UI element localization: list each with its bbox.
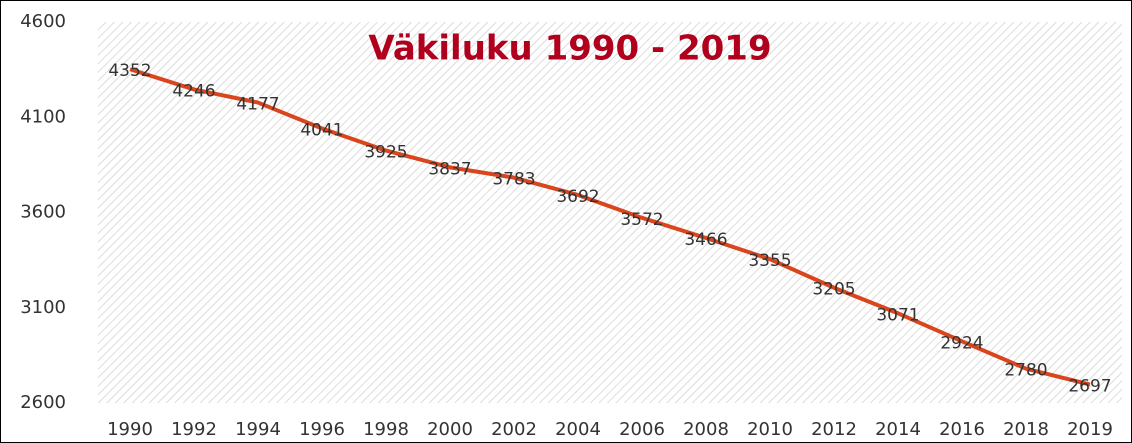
x-tick-label: 1992 xyxy=(171,419,217,440)
x-tick-label: 1994 xyxy=(235,419,281,440)
y-tick-label: 3600 xyxy=(20,202,66,223)
x-tick-label: 2008 xyxy=(683,419,729,440)
y-tick-label: 4100 xyxy=(20,106,66,127)
data-label: 3572 xyxy=(620,210,663,230)
data-label: 3071 xyxy=(876,305,919,325)
data-label: 3837 xyxy=(428,159,471,179)
x-tick-label: 1998 xyxy=(363,419,409,440)
data-label: 3466 xyxy=(684,230,727,250)
x-tick-label: 2019 xyxy=(1067,419,1113,440)
y-tick-label: 3100 xyxy=(20,297,66,318)
y-tick-label: 4600 xyxy=(20,11,66,32)
x-tick-label: 1996 xyxy=(299,419,345,440)
x-tick-label: 2004 xyxy=(555,419,601,440)
x-tick-label: 2006 xyxy=(619,419,665,440)
x-tick-label: 2000 xyxy=(427,419,473,440)
data-label: 3692 xyxy=(556,187,599,207)
data-label: 4352 xyxy=(108,61,151,81)
data-label: 4246 xyxy=(172,81,215,101)
data-label: 4177 xyxy=(236,95,279,115)
data-label: 2697 xyxy=(1068,377,1111,397)
x-tick-label: 2016 xyxy=(939,419,985,440)
data-label: 2924 xyxy=(940,333,983,353)
plot-area xyxy=(98,22,1122,403)
data-label: 3355 xyxy=(748,251,791,271)
data-label: 4041 xyxy=(300,120,343,140)
x-tick-label: 1990 xyxy=(107,419,153,440)
data-label: 3783 xyxy=(492,170,535,190)
y-tick-label: 2600 xyxy=(20,392,66,413)
data-label: 3925 xyxy=(364,143,407,163)
data-label: 3205 xyxy=(812,280,855,300)
x-tick-label: 2002 xyxy=(491,419,537,440)
line xyxy=(129,67,1091,387)
x-tick-label: 2010 xyxy=(747,419,793,440)
data-label: 2780 xyxy=(1004,361,1047,381)
x-tick-label: 2018 xyxy=(1003,419,1049,440)
x-tick-label: 2012 xyxy=(811,419,857,440)
chart-title: Väkiluku 1990 - 2019 xyxy=(368,29,771,69)
x-tick-label: 2014 xyxy=(875,419,921,440)
